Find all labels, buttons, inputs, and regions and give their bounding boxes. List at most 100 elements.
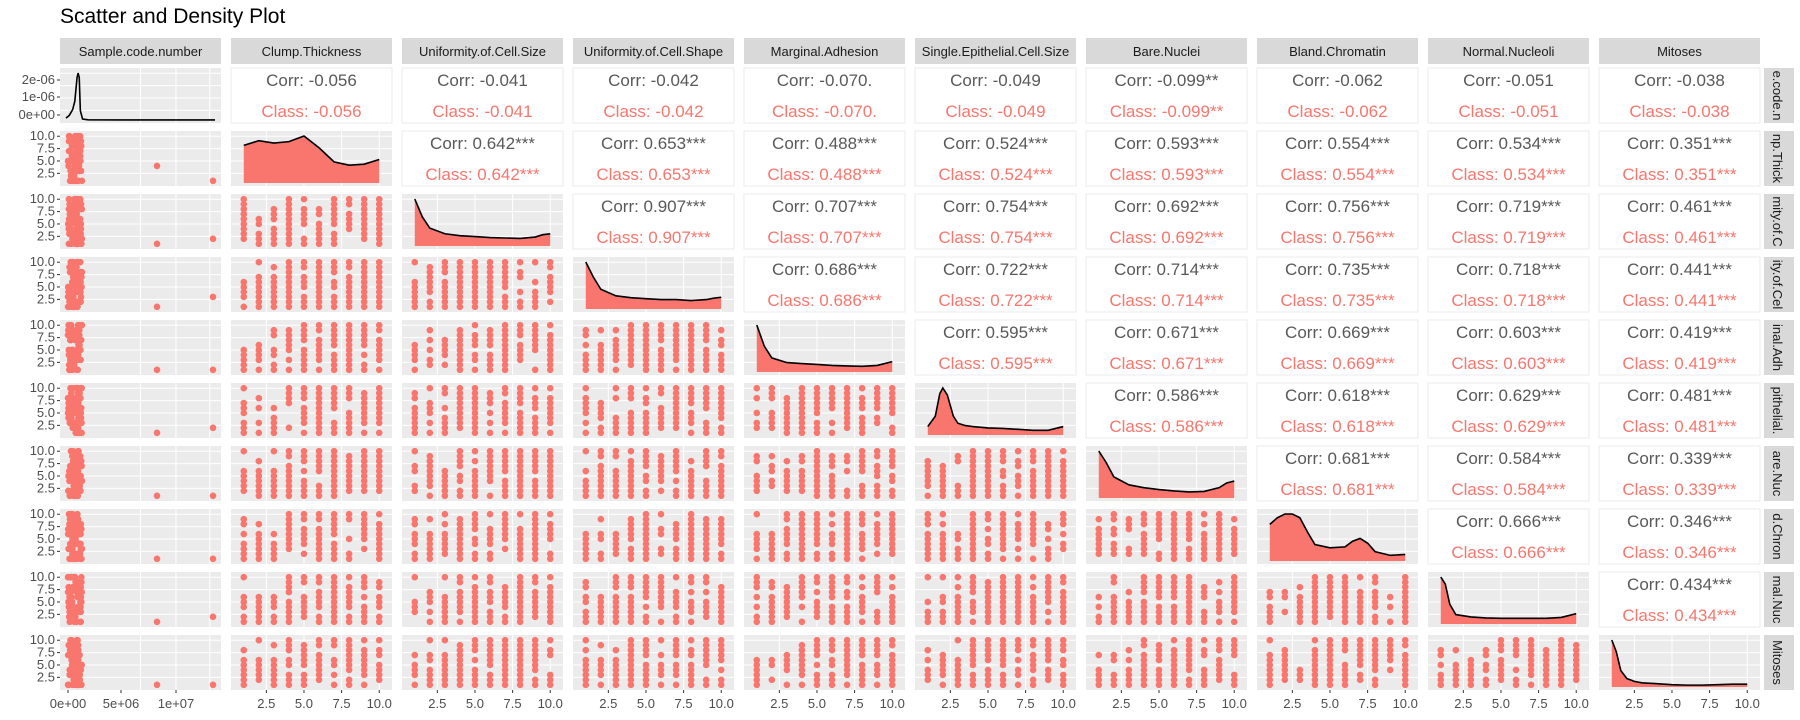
data-point (285, 235, 293, 243)
data-point (1341, 636, 1349, 644)
data-point (798, 520, 806, 528)
y-tick-label: 10.0 (30, 317, 55, 332)
data-point (858, 404, 866, 412)
data-point (441, 336, 449, 344)
data-point (1170, 530, 1178, 538)
data-point (813, 646, 821, 654)
data-point (345, 303, 353, 311)
data-point (426, 608, 434, 616)
y-tick-label: 5.0 (37, 405, 55, 420)
data-point (70, 172, 78, 180)
data-point (939, 535, 947, 543)
data-point (1185, 555, 1193, 563)
data-point (1044, 550, 1052, 558)
data-point (888, 540, 896, 548)
data-point (270, 671, 278, 679)
data-point (1482, 666, 1490, 674)
data-point (360, 215, 368, 223)
data-point (270, 618, 278, 626)
data-point (612, 394, 620, 402)
data-point (1215, 636, 1223, 644)
data-point (153, 681, 161, 689)
data-point (76, 603, 83, 611)
data-point (1029, 608, 1037, 616)
data-point (1029, 457, 1037, 465)
data-point (672, 603, 680, 611)
scatter-panel (1086, 572, 1247, 627)
data-point (1140, 535, 1148, 543)
data-point (501, 525, 509, 533)
data-point (345, 477, 353, 485)
y-tick-label: 7.5 (37, 645, 55, 660)
data-point (285, 366, 293, 374)
data-point (1386, 593, 1394, 601)
data-point (531, 404, 539, 412)
data-point (411, 346, 419, 354)
data-point (330, 331, 338, 339)
data-point (531, 676, 539, 684)
data-point (627, 550, 635, 558)
data-point (597, 326, 605, 334)
data-point (717, 583, 725, 591)
data-point (642, 336, 650, 344)
data-point (717, 462, 725, 470)
data-point (501, 409, 509, 417)
data-point (516, 447, 524, 455)
data-point (873, 540, 881, 548)
data-point (1029, 593, 1037, 601)
data-point (612, 336, 620, 344)
data-point (315, 467, 323, 475)
data-point (345, 452, 353, 460)
scatter-points (753, 384, 896, 437)
data-point (471, 598, 479, 606)
data-point (1386, 618, 1394, 626)
scatter-points (582, 573, 725, 626)
data-point (828, 472, 836, 480)
data-point (843, 540, 851, 548)
data-point (501, 482, 509, 490)
data-point (240, 278, 248, 286)
data-point (300, 661, 308, 669)
data-point (1110, 656, 1118, 664)
data-point (74, 366, 82, 374)
data-point (717, 535, 725, 543)
data-point (531, 321, 539, 329)
data-point (627, 676, 635, 684)
data-point (1326, 613, 1334, 621)
data-point (77, 404, 85, 412)
data-point (783, 510, 791, 518)
class-corr-value: Class: -0.099** (1110, 102, 1224, 121)
panel-grid (60, 68, 221, 123)
data-point (597, 452, 605, 460)
y-tick-label: 10.0 (30, 443, 55, 458)
data-point (315, 573, 323, 581)
data-point (486, 326, 494, 334)
data-point (65, 588, 72, 596)
data-point (1371, 666, 1379, 674)
data-point (426, 656, 434, 664)
data-point (999, 681, 1007, 689)
data-point (828, 661, 836, 669)
data-point (516, 550, 524, 558)
data-point (657, 366, 665, 374)
data-point (71, 477, 79, 485)
data-point (486, 681, 494, 689)
density-area (243, 136, 380, 183)
data-point (375, 346, 383, 354)
data-point (1230, 535, 1238, 543)
data-point (642, 676, 650, 684)
class-corr-value: Class: 0.686*** (767, 291, 882, 310)
data-point (783, 419, 791, 427)
data-point (597, 641, 605, 649)
data-point (300, 263, 308, 271)
y-tick-label: 5.0 (37, 342, 55, 357)
data-point (873, 646, 881, 654)
data-point (456, 351, 464, 359)
data-point (768, 613, 776, 621)
y-tick-label: 5.0 (37, 531, 55, 546)
data-point (1125, 550, 1133, 558)
data-point (546, 258, 554, 266)
corr-value: Corr: -0.099** (1115, 71, 1219, 90)
data-point (315, 220, 323, 228)
data-point (471, 641, 479, 649)
